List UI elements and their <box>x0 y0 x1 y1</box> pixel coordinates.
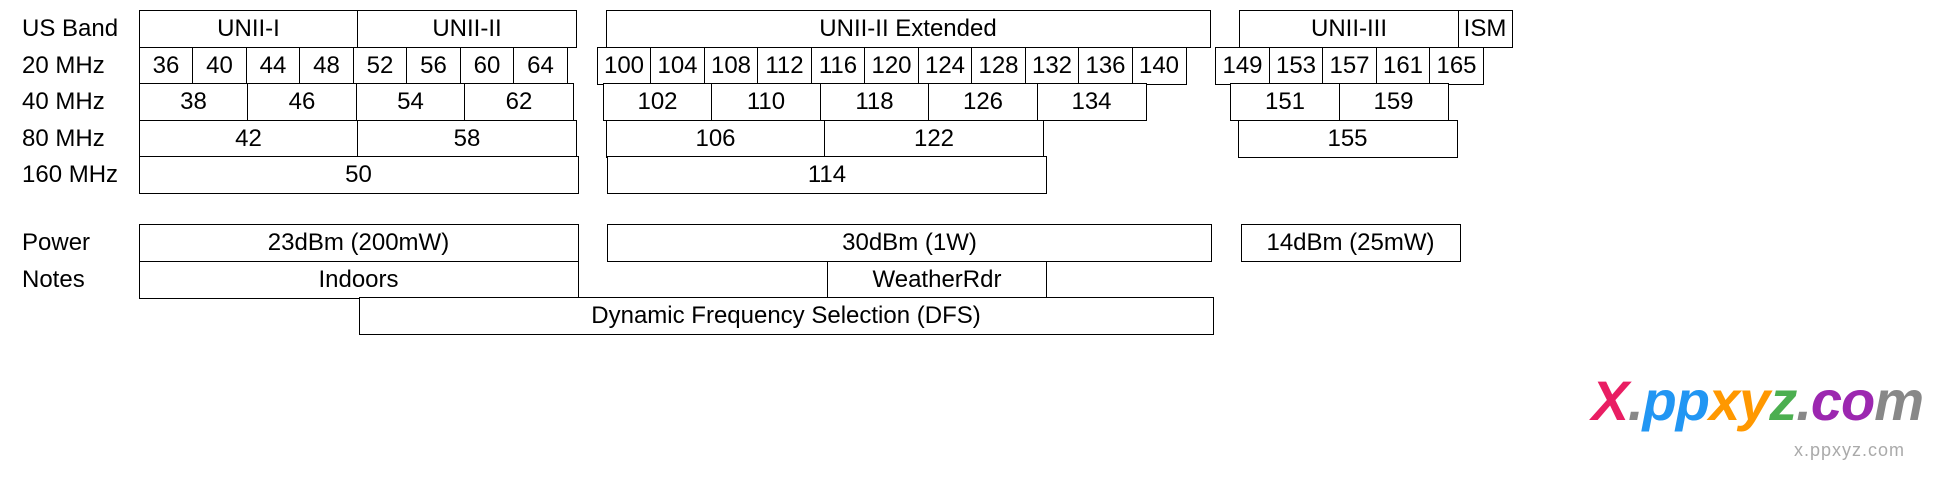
gap <box>579 156 609 194</box>
band-unii2ext: UNII-II Extended <box>606 10 1211 48</box>
gap <box>568 47 598 85</box>
power-unii1-2: 23dBm (200mW) <box>139 224 579 262</box>
ch20-60: 60 <box>460 47 515 85</box>
ch20-104: 104 <box>650 47 705 85</box>
watermark-char: X <box>1592 369 1628 432</box>
ch20-165: 165 <box>1429 47 1484 85</box>
watermark-char: y <box>1739 369 1769 432</box>
ch80-106: 106 <box>606 120 826 158</box>
row-label-c40: 40 MHz <box>20 83 140 121</box>
empty <box>1147 83 1202 121</box>
watermark-char: . <box>1628 369 1643 432</box>
gap <box>1211 10 1241 48</box>
row-label-dfs <box>20 297 140 335</box>
ch80-155: 155 <box>1238 120 1458 158</box>
ch40-118: 118 <box>820 83 930 121</box>
ch20-116: 116 <box>811 47 866 85</box>
watermark-char: p <box>1676 369 1709 432</box>
ch20-136: 136 <box>1078 47 1133 85</box>
gap <box>1209 120 1239 158</box>
ch20-36: 36 <box>139 47 194 85</box>
ch160-114: 114 <box>607 156 1047 194</box>
note-dfs: Dynamic Frequency Selection (DFS) <box>359 297 1214 335</box>
gap <box>577 10 607 48</box>
ch20-128: 128 <box>971 47 1026 85</box>
note-indoors: Indoors <box>139 261 579 299</box>
ch20-48: 48 <box>299 47 354 85</box>
power-unii3: 14dBm (25mW) <box>1241 224 1461 262</box>
gap <box>579 261 609 299</box>
note-weather: WeatherRdr <box>827 261 1047 299</box>
row-c40: 40 MHz38465462 102110118126134 151159 <box>20 83 1933 121</box>
watermark: X.ppxyz.com <box>1592 368 1923 433</box>
ch20-149: 149 <box>1215 47 1270 85</box>
ch20-56: 56 <box>406 47 461 85</box>
row-dfs: Dynamic Frequency Selection (DFS) <box>20 297 1933 335</box>
power-unii2ext: 30dBm (1W) <box>607 224 1212 262</box>
ch20-161: 161 <box>1376 47 1431 85</box>
ch20-120: 120 <box>864 47 919 85</box>
ch20-157: 157 <box>1322 47 1377 85</box>
watermark-char: x <box>1709 369 1739 432</box>
ch40-134: 134 <box>1037 83 1147 121</box>
ch40-62: 62 <box>464 83 574 121</box>
ch20-52: 52 <box>353 47 408 85</box>
watermark-char: o <box>1841 369 1874 432</box>
ch40-126: 126 <box>928 83 1038 121</box>
band-unii3: UNII-III <box>1239 10 1459 48</box>
watermark-char: z <box>1769 369 1796 432</box>
row-label-c80: 80 MHz <box>20 120 140 158</box>
gap <box>1212 224 1242 262</box>
row-label-power: Power <box>20 224 140 262</box>
empty <box>140 297 360 335</box>
watermark-sub: x.ppxyz.com <box>1794 440 1905 461</box>
ch40-38: 38 <box>139 83 249 121</box>
row-notes: NotesIndoors WeatherRdr <box>20 261 1933 299</box>
row-label-c20: 20 MHz <box>20 47 140 85</box>
watermark-char: . <box>1796 369 1811 432</box>
ch40-151: 151 <box>1230 83 1340 121</box>
empty <box>609 261 829 299</box>
row-c80: 80 MHz4258 106122 155 <box>20 120 1933 158</box>
watermark-char: c <box>1811 369 1841 432</box>
ch40-102: 102 <box>603 83 713 121</box>
ch80-42: 42 <box>139 120 359 158</box>
section-gap <box>20 194 1933 224</box>
ch20-153: 153 <box>1269 47 1324 85</box>
watermark-char: p <box>1643 369 1676 432</box>
row-label-c160: 160 MHz <box>20 156 140 194</box>
gap <box>579 224 609 262</box>
ch40-46: 46 <box>247 83 357 121</box>
ch20-40: 40 <box>192 47 247 85</box>
ch20-132: 132 <box>1025 47 1080 85</box>
ch20-64: 64 <box>513 47 568 85</box>
ch20-112: 112 <box>757 47 812 85</box>
row-label-notes: Notes <box>20 261 140 299</box>
ch20-100: 100 <box>597 47 652 85</box>
ch40-54: 54 <box>356 83 466 121</box>
ch20-124: 124 <box>918 47 973 85</box>
watermark-char: m <box>1874 369 1923 432</box>
ch160-50: 50 <box>139 156 579 194</box>
ch20-108: 108 <box>704 47 759 85</box>
ch20-44: 44 <box>246 47 301 85</box>
band-unii2: UNII-II <box>357 10 577 48</box>
row-c20: 20 MHz3640444852566064 100104108112116120… <box>20 47 1933 85</box>
row-power: Power23dBm (200mW) 30dBm (1W) 14dBm (25mW) <box>20 224 1933 262</box>
ch20-140: 140 <box>1132 47 1187 85</box>
gap <box>1202 83 1232 121</box>
ch40-159: 159 <box>1339 83 1449 121</box>
ch80-58: 58 <box>357 120 577 158</box>
row-band: US BandUNII-IUNII-II UNII-II Extended UNII… <box>20 10 1933 48</box>
row-label-band: US Band <box>20 10 140 48</box>
gap <box>574 83 604 121</box>
ch80-122: 122 <box>824 120 1044 158</box>
gap <box>1187 47 1217 85</box>
gap <box>577 120 607 158</box>
empty <box>1044 120 1209 158</box>
ch40-110: 110 <box>711 83 821 121</box>
band-ism: ISM <box>1458 10 1513 48</box>
row-c160: 160 MHz50 114 <box>20 156 1933 194</box>
band-unii1: UNII-I <box>139 10 359 48</box>
